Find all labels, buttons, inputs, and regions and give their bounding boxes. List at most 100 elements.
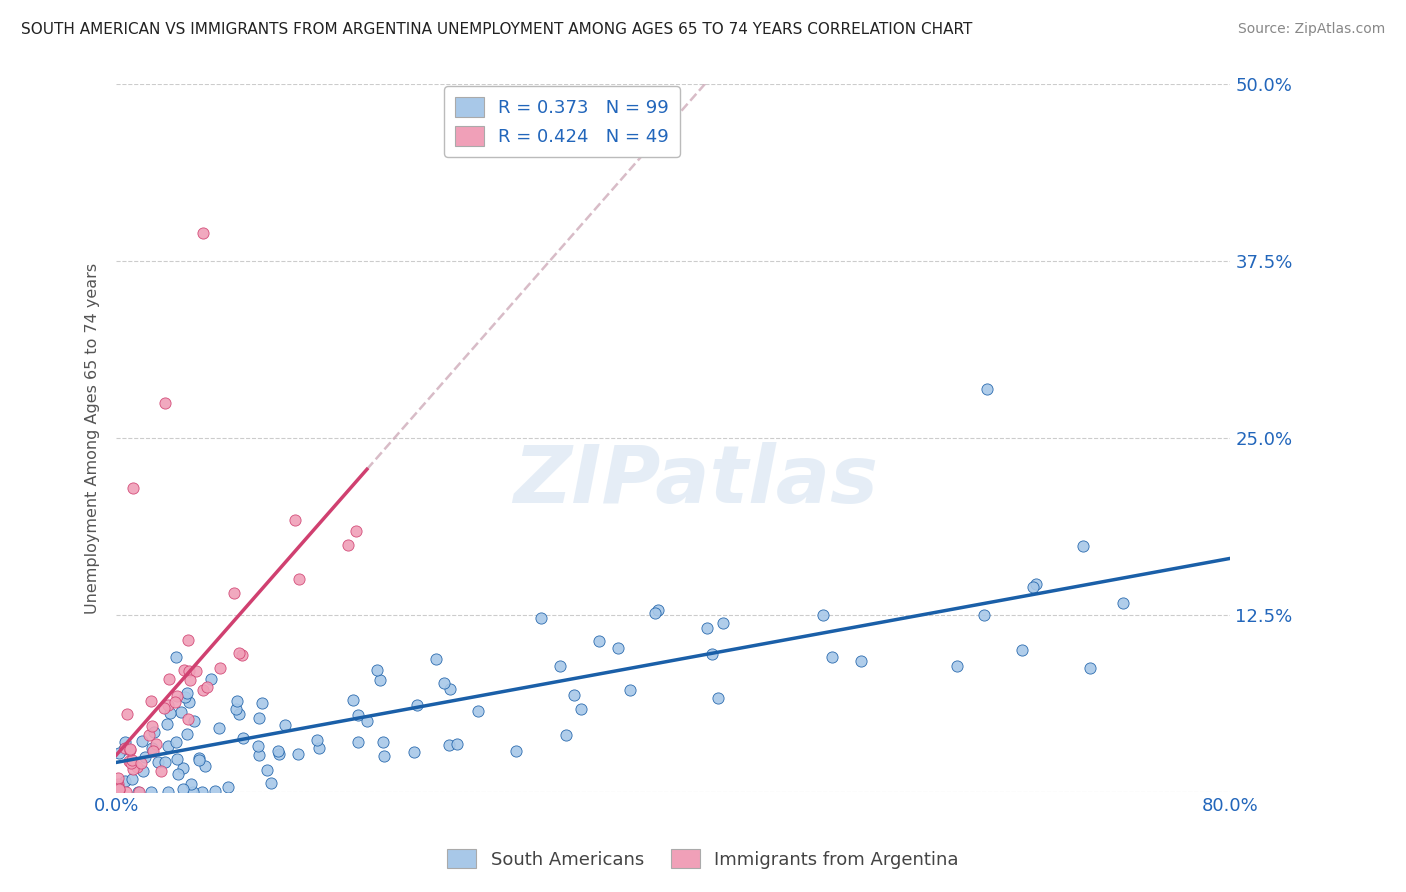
Point bbox=[467, 704, 489, 718]
Point bbox=[108, 782, 131, 797]
Point bbox=[149, 764, 172, 778]
Point bbox=[208, 661, 231, 675]
Point bbox=[713, 616, 735, 631]
Text: ZIPatlas: ZIPatlas bbox=[513, 442, 879, 519]
Point bbox=[406, 698, 429, 712]
Point bbox=[187, 753, 209, 767]
Point bbox=[647, 602, 669, 616]
Point bbox=[156, 716, 179, 731]
Point bbox=[811, 607, 834, 622]
Point bbox=[821, 649, 844, 664]
Point bbox=[177, 633, 200, 648]
Point bbox=[1022, 580, 1045, 594]
Point bbox=[163, 695, 186, 709]
Point bbox=[117, 754, 139, 768]
Point bbox=[165, 735, 187, 749]
Point bbox=[141, 741, 163, 756]
Point bbox=[108, 746, 131, 760]
Point bbox=[1011, 642, 1033, 657]
Point bbox=[269, 747, 291, 761]
Point bbox=[120, 756, 142, 771]
Point bbox=[114, 740, 136, 755]
Point bbox=[336, 538, 359, 552]
Point bbox=[114, 785, 136, 799]
Point bbox=[555, 727, 578, 741]
Point bbox=[232, 731, 254, 745]
Point bbox=[173, 663, 195, 677]
Point bbox=[702, 648, 724, 662]
Point bbox=[373, 749, 395, 764]
Point bbox=[1111, 596, 1133, 610]
Point bbox=[167, 766, 190, 780]
Point bbox=[404, 745, 426, 759]
Point bbox=[169, 706, 191, 720]
Point bbox=[530, 611, 553, 625]
Legend: South Americans, Immigrants from Argentina: South Americans, Immigrants from Argenti… bbox=[440, 841, 966, 876]
Point bbox=[184, 664, 207, 678]
Point bbox=[129, 756, 152, 771]
Point bbox=[187, 750, 209, 764]
Point bbox=[207, 721, 229, 735]
Point bbox=[183, 785, 205, 799]
Point bbox=[200, 672, 222, 686]
Point bbox=[344, 524, 367, 538]
Point bbox=[176, 726, 198, 740]
Point bbox=[439, 681, 461, 696]
Point bbox=[179, 673, 201, 687]
Point bbox=[588, 633, 610, 648]
Point bbox=[433, 676, 456, 690]
Point bbox=[247, 710, 270, 724]
Point bbox=[1078, 661, 1101, 675]
Point bbox=[222, 586, 245, 600]
Point bbox=[166, 689, 188, 703]
Point bbox=[946, 659, 969, 673]
Point bbox=[260, 776, 283, 790]
Point bbox=[194, 758, 217, 772]
Point bbox=[157, 739, 180, 754]
Text: Source: ZipAtlas.com: Source: ZipAtlas.com bbox=[1237, 22, 1385, 37]
Point bbox=[157, 673, 180, 687]
Point bbox=[107, 785, 129, 799]
Point bbox=[225, 702, 247, 716]
Point bbox=[249, 748, 271, 763]
Point bbox=[193, 682, 215, 697]
Point bbox=[183, 714, 205, 728]
Point bbox=[172, 761, 194, 775]
Point bbox=[107, 771, 129, 785]
Point bbox=[250, 696, 273, 710]
Point bbox=[256, 763, 278, 777]
Point bbox=[153, 701, 176, 715]
Point bbox=[707, 691, 730, 706]
Point bbox=[128, 785, 150, 799]
Point bbox=[134, 749, 156, 764]
Point bbox=[204, 784, 226, 798]
Point bbox=[159, 706, 181, 720]
Point bbox=[173, 690, 195, 704]
Point bbox=[973, 607, 995, 622]
Point bbox=[287, 747, 309, 761]
Point bbox=[153, 755, 176, 769]
Point bbox=[308, 741, 330, 756]
Point bbox=[132, 764, 155, 778]
Point bbox=[267, 744, 290, 758]
Point bbox=[176, 686, 198, 700]
Point bbox=[347, 734, 370, 748]
Point bbox=[425, 652, 447, 666]
Point bbox=[356, 714, 378, 728]
Point bbox=[366, 663, 388, 677]
Point bbox=[131, 734, 153, 748]
Point bbox=[569, 702, 592, 716]
Point bbox=[368, 673, 391, 687]
Point bbox=[118, 743, 141, 757]
Point bbox=[696, 622, 718, 636]
Point bbox=[226, 694, 249, 708]
Point bbox=[231, 648, 253, 663]
Point bbox=[165, 649, 187, 664]
Point bbox=[228, 707, 250, 722]
Point bbox=[114, 735, 136, 749]
Point bbox=[141, 719, 163, 733]
Point bbox=[121, 753, 143, 767]
Point bbox=[347, 707, 370, 722]
Point bbox=[177, 712, 200, 726]
Point bbox=[228, 646, 250, 660]
